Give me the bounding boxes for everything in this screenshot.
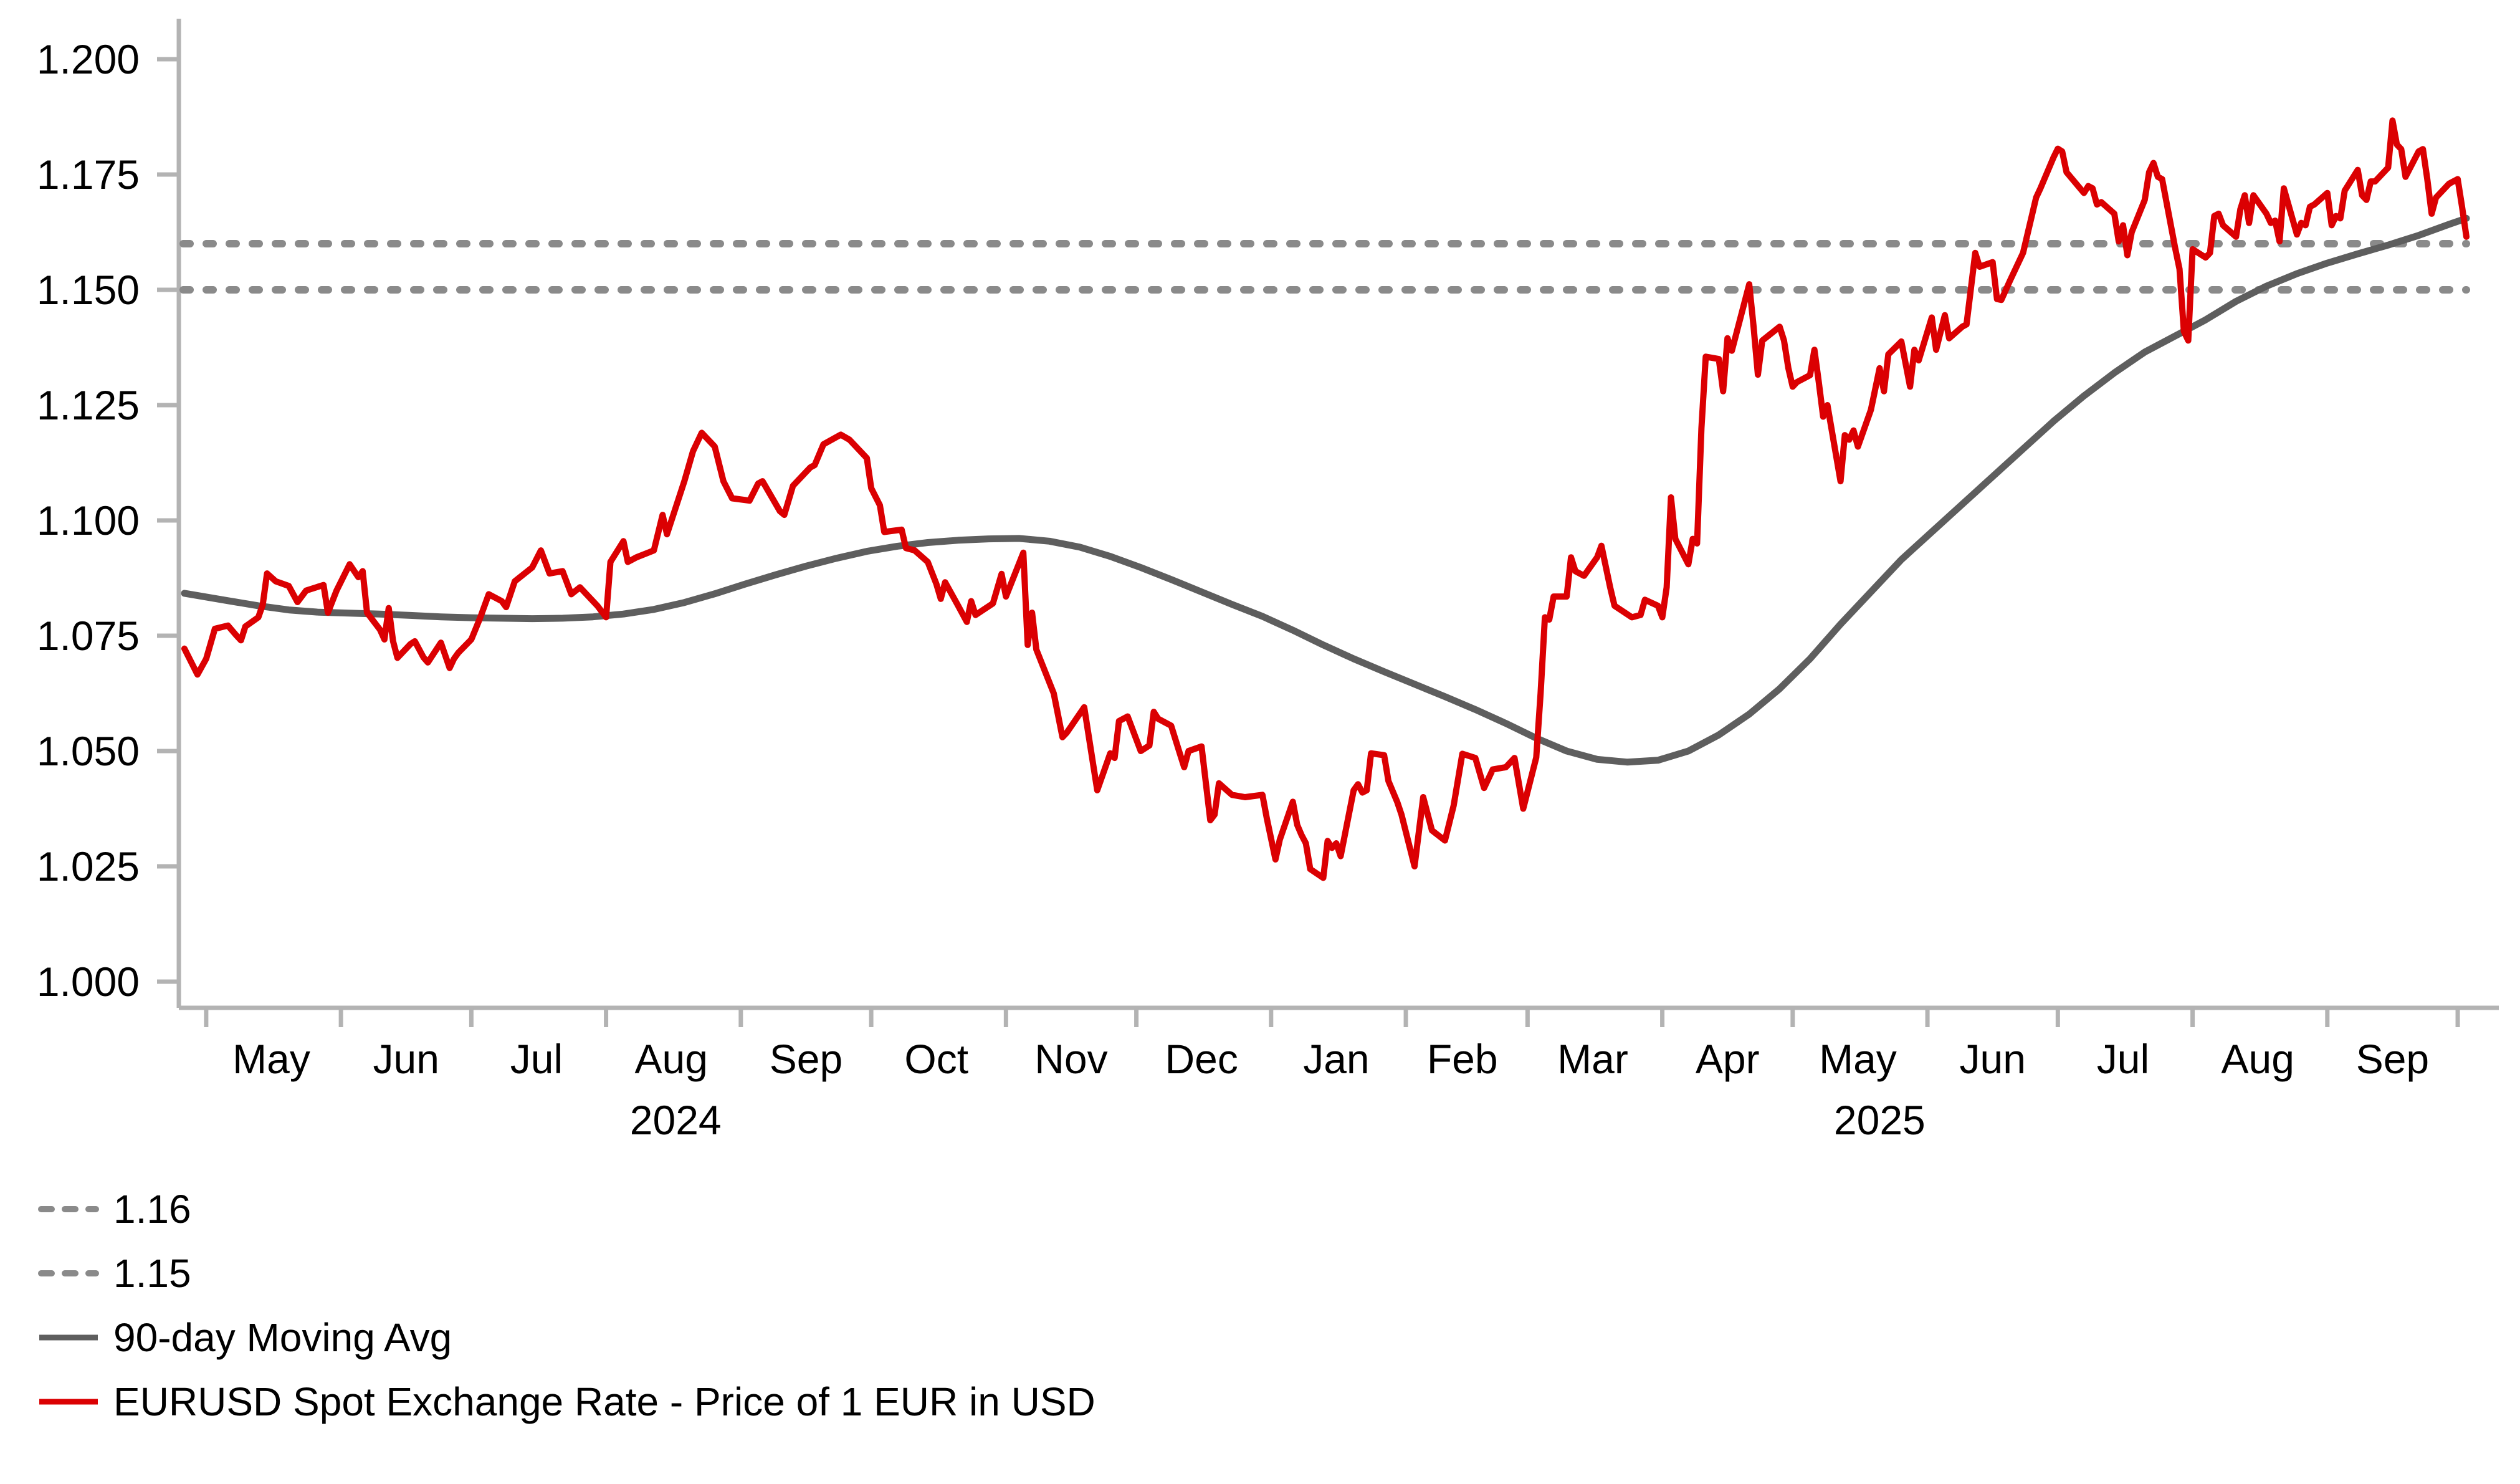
svg-text:1.100: 1.100 [37, 497, 140, 543]
svg-text:Jan: Jan [1303, 1036, 1369, 1082]
legend-label-ref-1-16: 1.16 [113, 1187, 191, 1232]
svg-text:Oct: Oct [904, 1036, 968, 1082]
svg-text:Jun: Jun [373, 1036, 439, 1082]
legend-item-ref-line-1-16: 1.16 [37, 1187, 1095, 1232]
svg-text:Jul: Jul [2097, 1036, 2149, 1082]
svg-text:Jun: Jun [1959, 1036, 2025, 1082]
svg-text:1.125: 1.125 [37, 382, 140, 428]
svg-text:Mar: Mar [1557, 1036, 1628, 1082]
axes [176, 19, 2499, 1010]
svg-text:Jul: Jul [510, 1036, 563, 1082]
solid-gray-line-swatch-icon [39, 1334, 98, 1341]
x-axis-ticks [204, 1008, 2460, 1027]
legend-item-ref-line-1-15: 1.15 [37, 1251, 1095, 1296]
dashed-ref-line-swatch-icon [38, 1270, 99, 1276]
svg-text:1.000: 1.000 [37, 959, 140, 1005]
svg-text:2024: 2024 [630, 1097, 722, 1143]
solid-red-line-swatch-icon [39, 1399, 98, 1405]
legend-item-spot-rate: EURUSD Spot Exchange Rate - Price of 1 E… [37, 1379, 1095, 1424]
svg-text:Aug: Aug [635, 1036, 708, 1082]
svg-text:May: May [232, 1036, 310, 1082]
svg-text:Feb: Feb [1427, 1036, 1498, 1082]
moving-avg-line [181, 214, 2470, 766]
svg-text:Apr: Apr [1696, 1036, 1760, 1082]
svg-text:1.050: 1.050 [37, 728, 140, 774]
svg-text:1.025: 1.025 [37, 843, 140, 889]
legend-item-moving-avg: 90-day Moving Avg [37, 1315, 1095, 1360]
svg-text:Nov: Nov [1034, 1036, 1107, 1082]
svg-text:1.200: 1.200 [37, 36, 140, 82]
svg-text:2025: 2025 [1834, 1097, 1926, 1143]
svg-text:May: May [1819, 1036, 1897, 1082]
svg-text:Sep: Sep [2356, 1036, 2429, 1082]
svg-text:1.150: 1.150 [37, 267, 140, 313]
dashed-ref-line-swatch-icon [38, 1206, 99, 1212]
svg-text:Dec: Dec [1165, 1036, 1238, 1082]
svg-text:Aug: Aug [2221, 1036, 2294, 1082]
y-axis-ticks: 1.000 1.025 1.050 1.075 1.100 1.125 1.150 1.175… [37, 36, 179, 1005]
svg-text:1.075: 1.075 [37, 613, 140, 659]
legend: 1.16 1.15 90-day Moving Avg EURUSD Spot … [37, 1187, 1095, 1444]
legend-label-moving-avg: 90-day Moving Avg [113, 1315, 452, 1360]
spot-rate-line [181, 117, 2470, 881]
legend-label-spot-rate: EURUSD Spot Exchange Rate - Price of 1 E… [113, 1379, 1095, 1424]
svg-text:1.175: 1.175 [37, 151, 140, 198]
x-axis-labels: May Jun Jul Aug Sep Oct Nov Dec Jan Feb Mar Apr May J… [232, 1036, 2429, 1143]
svg-text:Sep: Sep [770, 1036, 842, 1082]
legend-label-ref-1-15: 1.15 [113, 1251, 191, 1296]
